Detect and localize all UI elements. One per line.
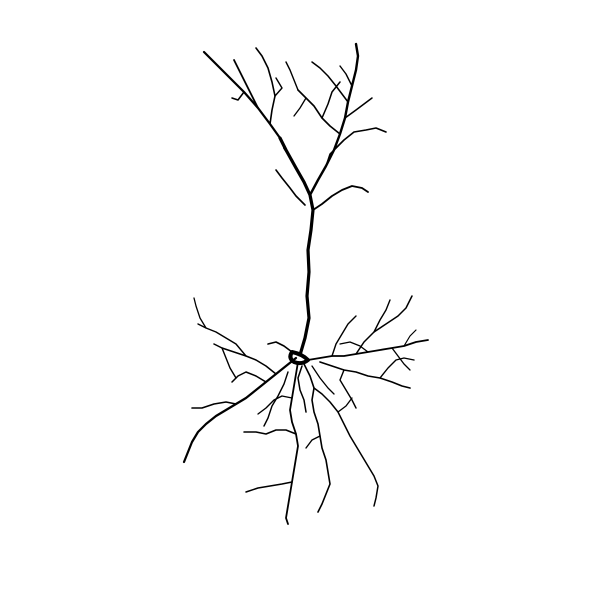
- basal-dendrites: [182, 295, 429, 525]
- apical-tuft: [202, 42, 387, 211]
- neuron: [182, 42, 429, 525]
